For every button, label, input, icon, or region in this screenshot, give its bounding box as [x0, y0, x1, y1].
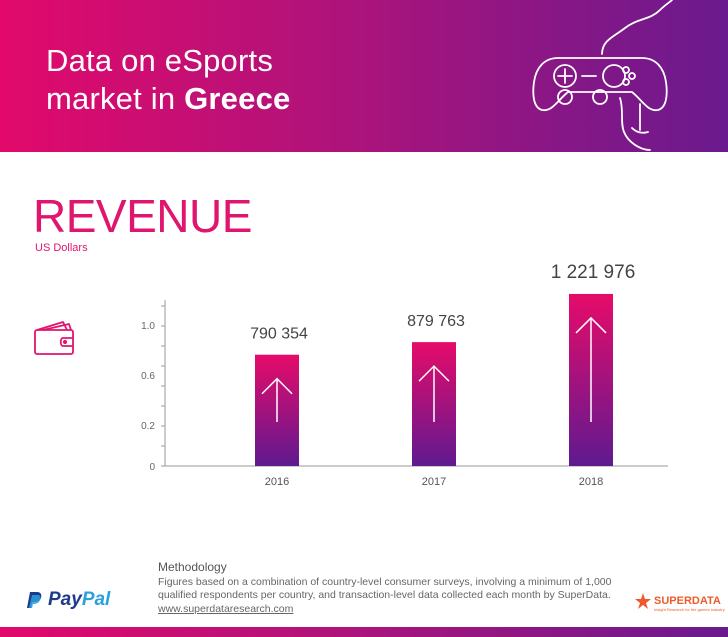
value-label: 1 221 976 [551, 262, 636, 283]
category-label: 2018 [579, 476, 603, 488]
y-tick-label: 1.0 [141, 321, 155, 332]
superdata-wordmark: SUPERDATA [654, 595, 721, 607]
y-tick-label: 0.2 [141, 421, 155, 432]
paypal-logo: PayPal [26, 589, 110, 611]
revenue-chart: 0 0.2 0.6 1.0 790 354 2016 879 763 2017 1 221 97… [141, 262, 668, 488]
revenue-title: REVENUE [33, 190, 252, 242]
methodology-text: Figures based on a combination of countr… [158, 576, 612, 601]
header-banner: Data on eSports market in Greece [0, 0, 728, 152]
star-icon [635, 593, 651, 609]
title-line-2: market in Greece [46, 80, 290, 118]
arrow-head-icon [575, 316, 607, 334]
paypal-wordmark: PayPal [48, 589, 110, 611]
category-label: 2017 [422, 476, 446, 488]
paypal-word-2: Pal [81, 589, 111, 610]
title-line-2-prefix: market in [46, 81, 185, 116]
paypal-word-1: Pay [48, 589, 82, 610]
gamepad-icon [532, 0, 673, 151]
title-line-1: Data on eSports [46, 43, 274, 78]
value-label: 790 354 [250, 326, 308, 343]
arrow-head-icon [261, 377, 293, 395]
superdata-logo: SUPERDATA [634, 592, 721, 610]
value-label: 879 763 [407, 313, 465, 330]
methodology-link[interactable]: www.superdataresearch.com [158, 603, 294, 615]
page-title: Data on eSports market in Greece [46, 42, 290, 118]
y-tick-label: 0.6 [141, 371, 155, 382]
y-tick-label: 0 [149, 462, 155, 473]
superdata-tagline: Insight Research for the games industry [654, 607, 725, 612]
arrow-head-icon [418, 365, 450, 382]
revenue-unit: US Dollars [35, 242, 88, 254]
paypal-icon [27, 592, 42, 608]
bottom-bar [0, 627, 728, 637]
category-label: 2016 [265, 476, 289, 488]
wallet-icon [34, 321, 74, 355]
methodology-title: Methodology [158, 560, 227, 574]
country-name: Greece [184, 81, 291, 116]
